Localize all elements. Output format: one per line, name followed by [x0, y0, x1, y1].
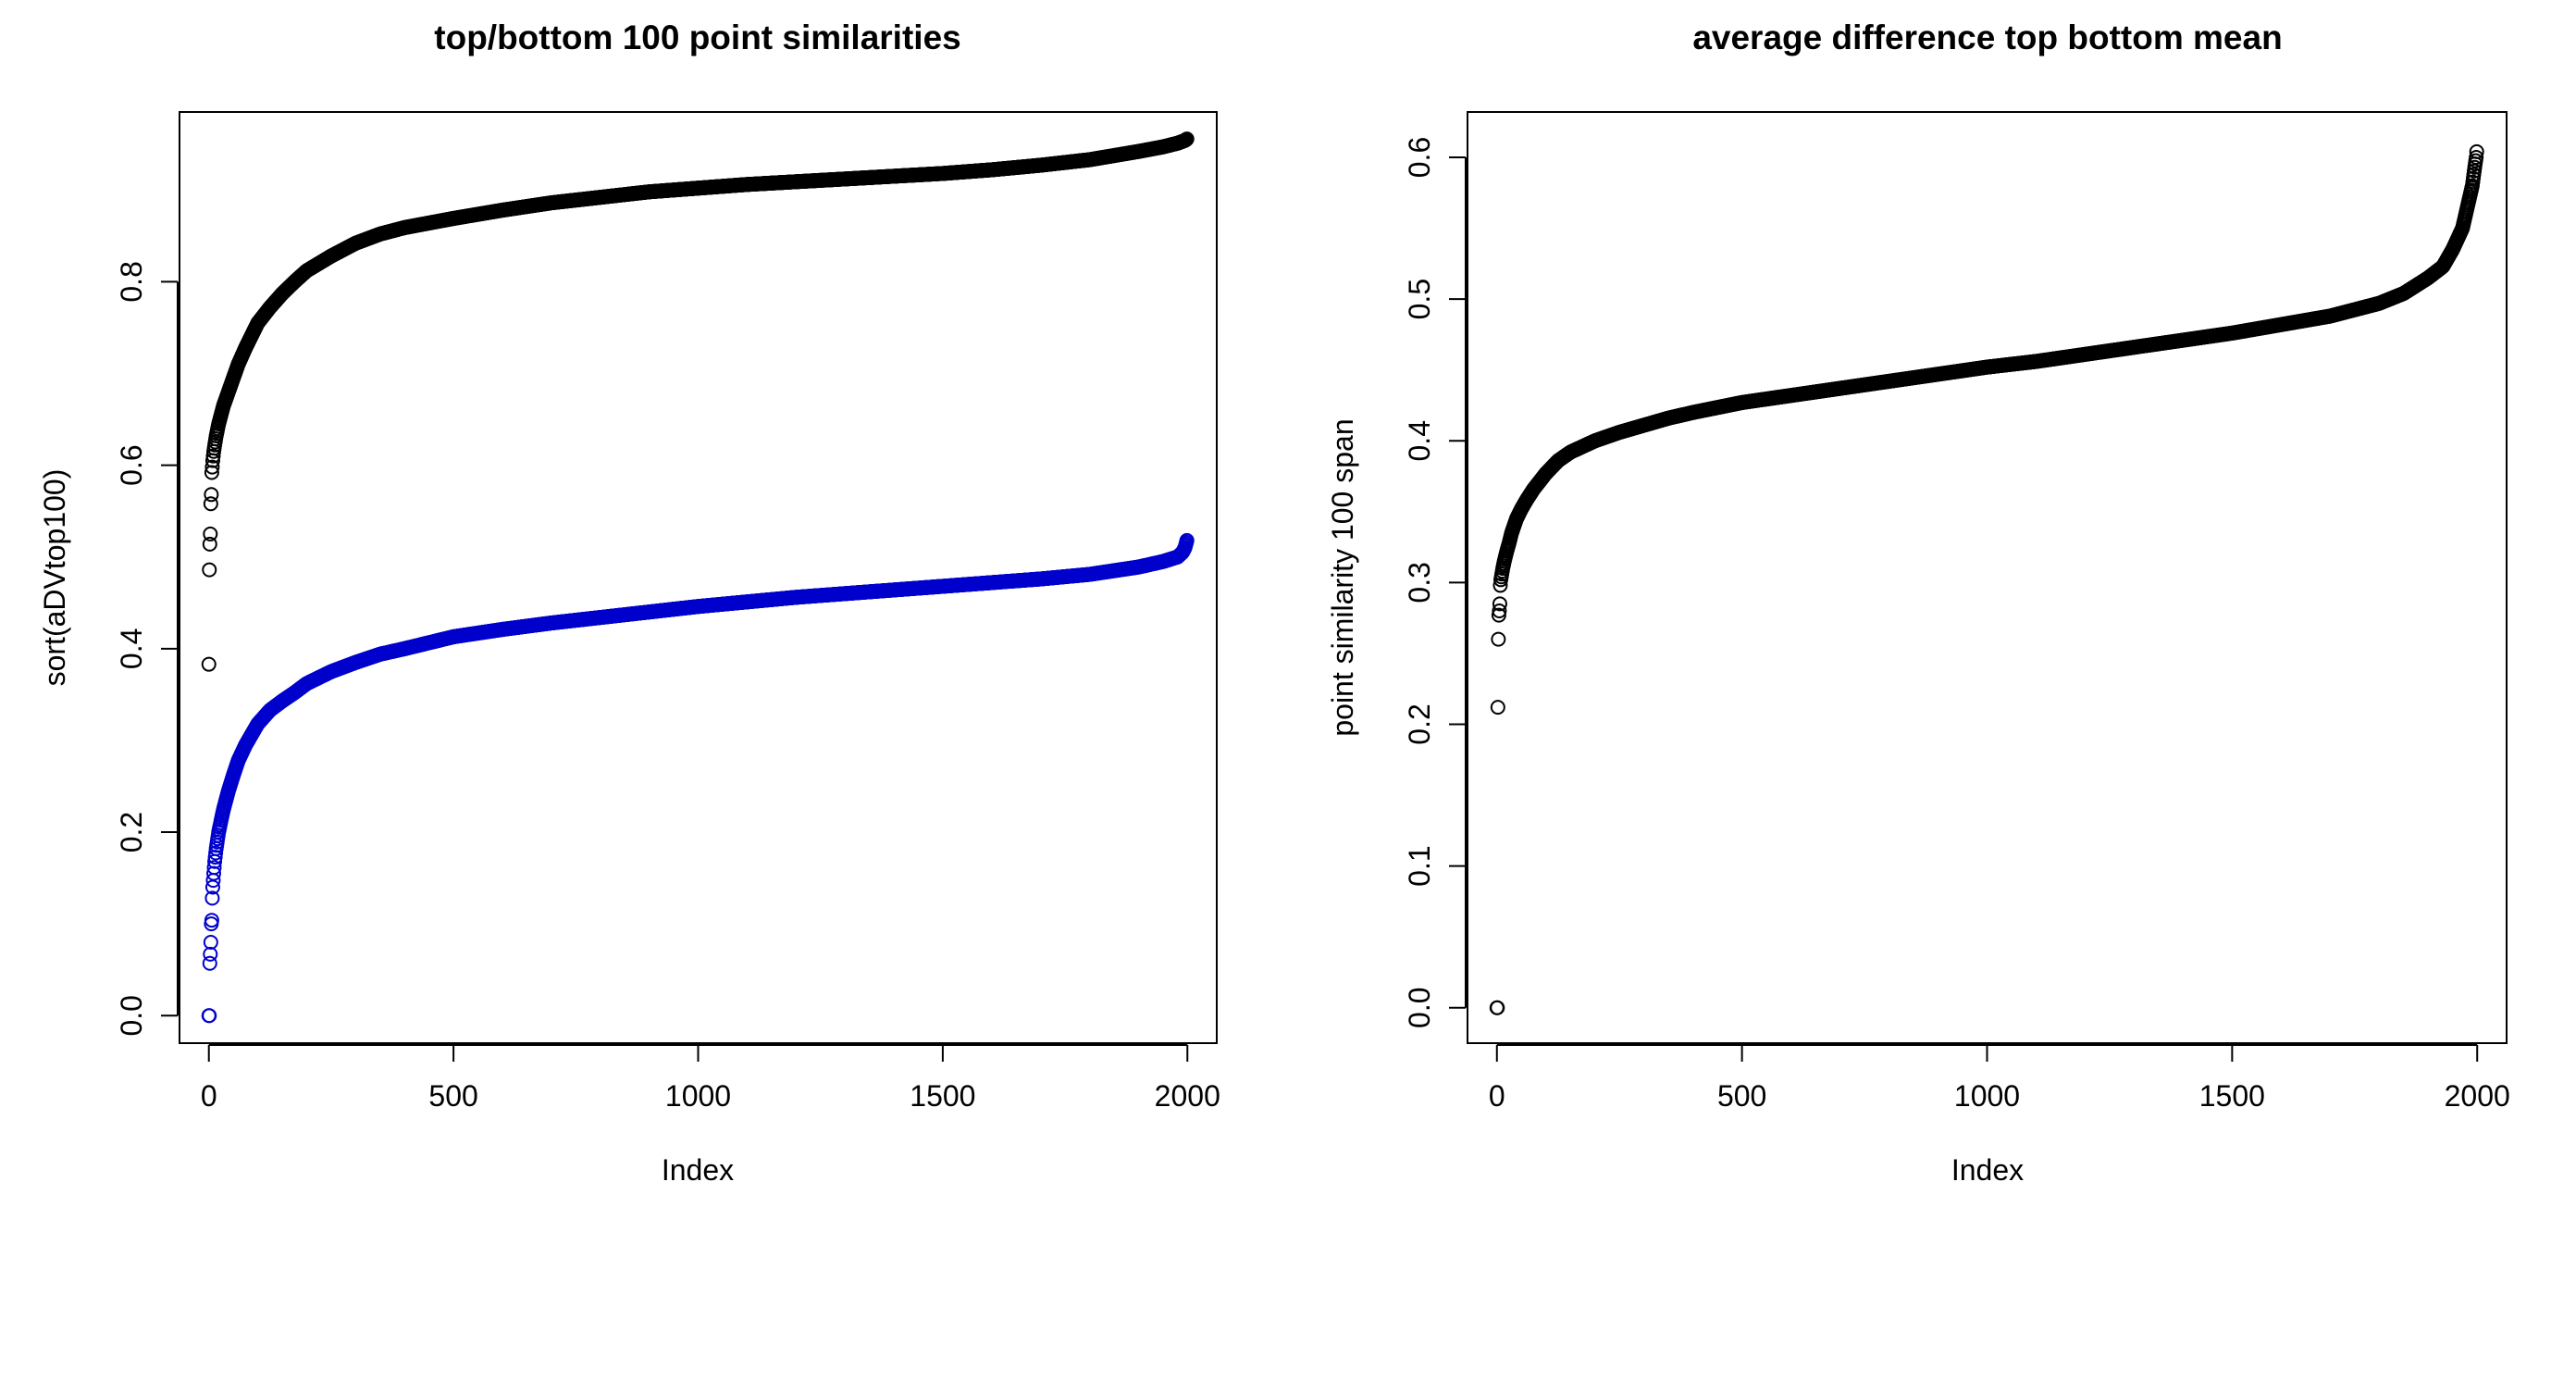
chart-right-points: [1489, 143, 2484, 1015]
chart-left-x-tick-label: 500: [428, 1079, 477, 1113]
data-point: [202, 1008, 217, 1024]
chart-right-series-0: [1489, 143, 2484, 1015]
chart-left-x-tick-label: 1000: [665, 1079, 731, 1113]
data-point: [202, 536, 217, 552]
chart-left-y-tick-label: 0.8: [115, 261, 148, 302]
chart-left-x-axis-label: Index: [662, 1153, 734, 1187]
data-point: [202, 955, 217, 971]
data-point: [204, 913, 219, 928]
chart-left-series-1: [201, 532, 1195, 1024]
chart-left-y-tick-label: 0.6: [115, 444, 148, 485]
data-point: [206, 865, 222, 881]
chart-left-y-tick-label: 0.0: [115, 995, 148, 1036]
chart-right-plot-frame: [1467, 111, 2508, 1044]
chart-right-title: average difference top bottom mean: [1692, 19, 2282, 56]
chart-left-x-tick-label: 0: [201, 1079, 217, 1113]
data-point: [1490, 1000, 1505, 1015]
data-point: [203, 496, 218, 512]
chart-left-x-tick-label: 1500: [910, 1079, 975, 1113]
data-point: [1492, 596, 1507, 612]
data-point: [203, 526, 218, 541]
chart-left-y-tick-label: 0.2: [115, 812, 148, 852]
chart-left-y-axis-label: sort(aDVtop100): [38, 469, 71, 687]
chart-left: top/bottom 100 point similarities 0 500 10…: [38, 19, 1220, 1187]
data-point: [1179, 131, 1195, 147]
chart-left-title: top/bottom 100 point similarities: [434, 19, 960, 56]
data-point: [206, 860, 222, 876]
chart-left-plot-frame: [179, 111, 1218, 1044]
data-point: [204, 890, 220, 906]
data-point: [203, 946, 218, 962]
chart-right: average difference top bottom mean 0 500 1…: [1326, 19, 2510, 1187]
chart-left-points: [201, 131, 1195, 1024]
data-point: [1492, 603, 1507, 618]
chart-left-series-0: [201, 131, 1195, 672]
data-point: [204, 459, 220, 475]
data-point: [1491, 631, 1506, 647]
data-point: [1492, 578, 1508, 593]
data-point: [204, 487, 219, 503]
chart-left-y-axis: 0.0 0.2 0.4 0.6 0.8: [115, 261, 179, 1037]
data-point: [201, 656, 217, 672]
chart-left-x-tick-label: 2000: [1155, 1079, 1220, 1113]
data-point: [205, 448, 221, 464]
data-point: [204, 465, 219, 480]
data-point: [1179, 532, 1195, 548]
chart-left-x-axis: 0 500 1000 1500 2000: [201, 1044, 1220, 1113]
chart-left-y-tick-label: 0.4: [115, 628, 148, 669]
data-point: [202, 562, 217, 578]
data-point: [203, 934, 218, 950]
data-point: [1490, 700, 1505, 715]
